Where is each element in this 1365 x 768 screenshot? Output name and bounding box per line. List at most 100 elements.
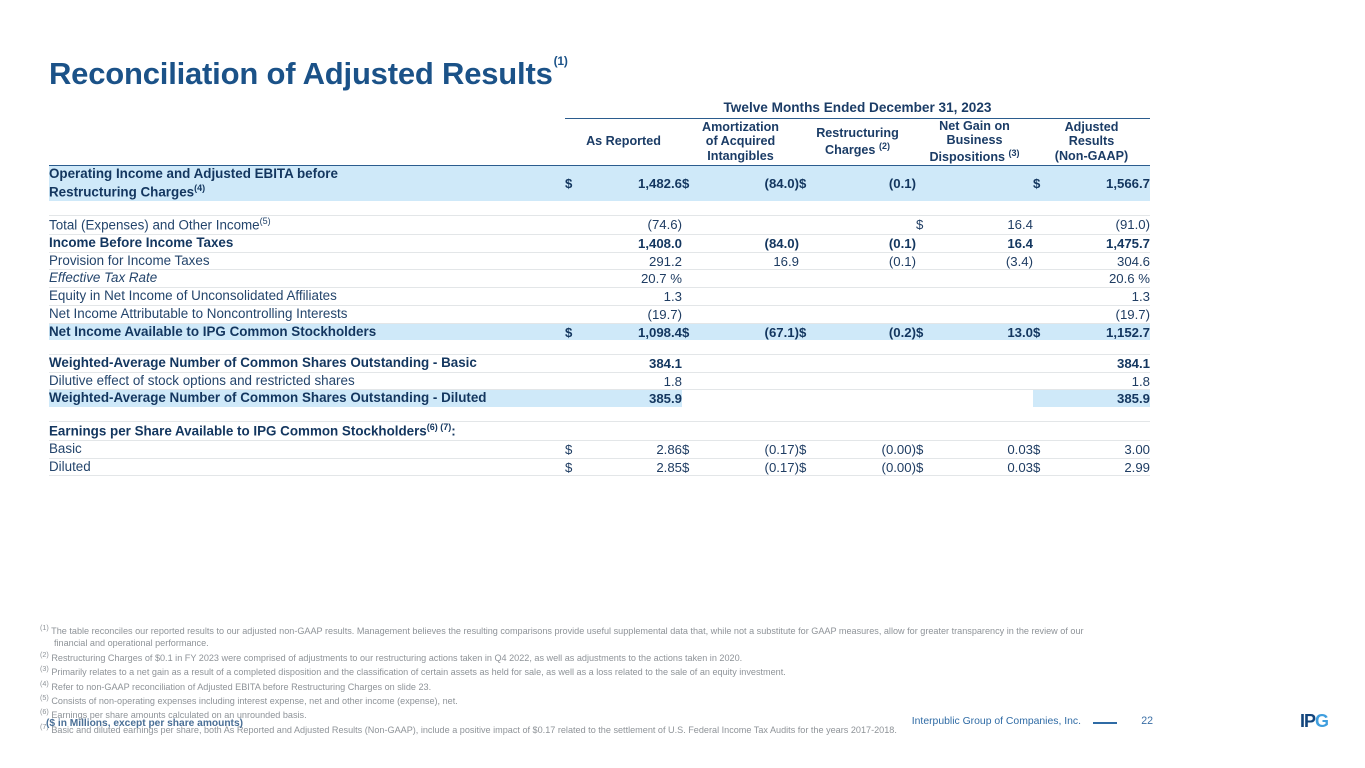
cell-value [821,420,916,441]
cell-value: 1.3 [1055,287,1150,306]
cell-value: 2.86 [587,439,682,459]
cell-value: 16.9 [704,251,799,270]
cell-symbol [682,420,704,441]
cell-symbol [682,304,704,324]
row-label-superscript: (5) [259,215,271,226]
col-superscript: (3) [1008,148,1020,159]
footnote-text: Refer to non-GAAP reconciliation of Adju… [51,681,432,692]
cell-value: 1,482.6 [587,165,682,202]
cell-symbol [1033,233,1055,253]
cell-symbol [565,389,587,408]
column-header-as-reported: As Reported [565,118,682,166]
footnote-text: Basic and diluted earnings per share, bo… [51,724,897,735]
row-label-eps-diluted: Diluted [49,457,565,476]
col-line: As Reported [586,134,661,149]
cell-symbol [1033,251,1055,270]
cell-value: (91.0) [1055,214,1150,235]
cell-value [821,269,916,288]
period-header-row: Twelve Months Ended December 31, 2023 [49,100,1150,115]
cell-symbol [916,420,938,441]
cell-value: 1.8 [587,371,682,390]
cell-value: 1.3 [587,287,682,306]
table-row: Weighted-Average Number of Common Shares… [49,353,1150,373]
row-label-wa-shares-basic: Weighted-Average Number of Common Shares… [49,353,565,373]
row-label-line1: Operating Income and Adjusted EBITA befo… [49,166,338,182]
cell-symbol: $ [565,439,587,459]
cell-symbol: $ [1033,165,1055,202]
row-label-provision-taxes: Provision for Income Taxes [49,251,565,270]
column-header-blank [49,118,565,166]
footnote-1-continuation: financial and operational performance. [54,638,209,649]
col-line: Restructuring [816,125,899,140]
page-title-text: Reconciliation of Adjusted Results [49,56,553,91]
footer-divider-dash [1093,722,1117,724]
footnote-marker: (4) [40,678,49,688]
cell-symbol: $ [682,165,704,202]
row-spacer [49,201,1150,215]
col-line: Dispositions [929,150,1009,165]
table-row: Diluted $ 2.85 $ (0.17) $ (0.00) $ 0.03 … [49,457,1150,476]
page-title: Reconciliation of Adjusted Results(1) [49,53,568,92]
units-note: ($ in Millions, except per share amounts… [46,718,244,729]
cell-symbol: $ [565,322,587,341]
cell-symbol [1033,353,1055,373]
table-row: Provision for Income Taxes 291.2 16.9 (0… [49,251,1150,270]
cell-symbol [916,233,938,253]
row-label-text: Net Income Available to IPG Common Stock… [49,323,377,339]
cell-value: (3.4) [938,251,1033,270]
cell-value: 1.8 [1055,371,1150,390]
col-line: Results [1068,134,1115,149]
cell-value: 13.0 [938,322,1033,341]
cell-value: (84.0) [704,233,799,253]
cell-symbol [565,371,587,390]
cell-value [704,353,799,373]
cell-symbol: $ [565,165,587,202]
cell-symbol [799,287,821,306]
row-label-income-before-taxes: Income Before Income Taxes [49,233,565,253]
row-label-noncontrolling-interests: Net Income Attributable to Noncontrollin… [49,304,565,324]
footnote-text: Earnings per share amounts calculated on… [51,710,307,721]
table-row: Equity in Net Income of Unconsolidated A… [49,287,1150,306]
cell-value [704,287,799,306]
row-label-text: Weighted-Average Number of Common Shares… [49,390,487,406]
cell-symbol [916,389,938,408]
cell-symbol [1033,214,1055,235]
cell-symbol [682,214,704,235]
row-label-eps-basic: Basic [49,439,565,459]
table-row: Income Before Income Taxes 1,408.0 (84.0… [49,233,1150,253]
cell-symbol: $ [565,457,587,476]
row-label-equity-net-income: Equity in Net Income of Unconsolidated A… [49,287,565,306]
cell-value: (0.17) [704,439,799,459]
cell-value: (0.1) [821,165,916,202]
cell-value [821,214,916,235]
col-line: Adjusted [1064,119,1119,134]
cell-symbol [682,389,704,408]
col-line: (Non-GAAP) [1054,149,1129,164]
row-label-text: Net Income Attributable to Noncontrollin… [49,305,348,321]
row-spacer [49,407,1150,421]
cell-value: (0.00) [821,457,916,476]
cell-value: (0.17) [704,457,799,476]
footnote-text: The table reconciles our reported result… [51,626,1084,637]
cell-symbol [916,269,938,288]
cell-value: 2.99 [1055,457,1150,476]
cell-symbol [1033,371,1055,390]
cell-value [704,420,799,441]
col-line: Intangibles [707,149,774,164]
cell-value: 0.03 [938,439,1033,459]
cell-value: 1,098.4 [587,322,682,341]
cell-value: 385.9 [1055,389,1150,408]
cell-value: 291.2 [587,251,682,270]
logo-text-ip: IP [1299,711,1316,731]
cell-symbol [916,304,938,324]
page-title-superscript: (1) [553,53,568,68]
cell-value [704,214,799,235]
footnote-marker: (6) [40,707,49,717]
cell-symbol: $ [682,322,704,341]
row-label-effective-tax-rate: Effective Tax Rate [49,269,565,288]
footnote-marker: (3) [40,664,49,674]
cell-value: 1,408.0 [587,233,682,253]
row-label-text: Earnings per Share Available to IPG Comm… [49,423,427,439]
row-label-text: Dilutive effect of stock options and res… [49,372,355,388]
header-top-rule [565,115,1150,119]
